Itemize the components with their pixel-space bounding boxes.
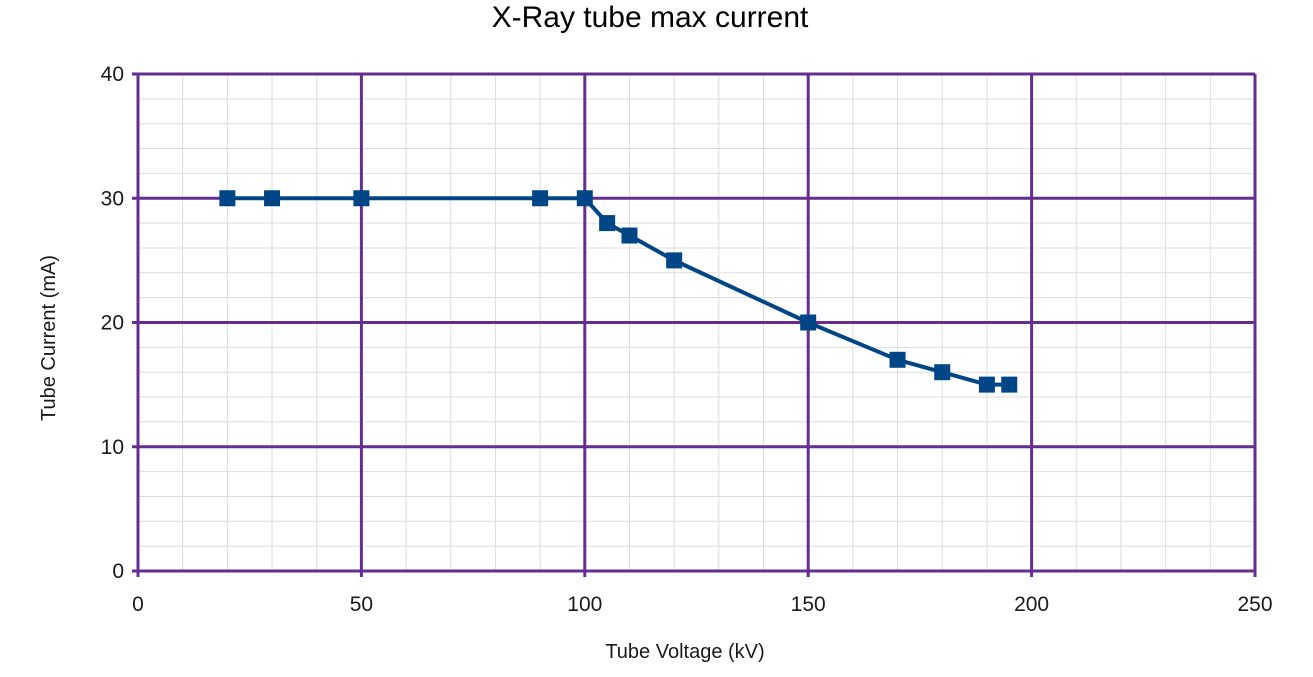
x-tick-label: 250 xyxy=(1237,593,1272,616)
data-point-marker xyxy=(576,190,593,207)
y-tick-label: 10 xyxy=(101,436,124,459)
y-tick-label: 40 xyxy=(101,63,124,86)
data-point-marker xyxy=(353,190,370,207)
x-axis-label: Tube Voltage (kV) xyxy=(605,641,764,663)
data-point-marker xyxy=(532,190,549,207)
data-point-marker xyxy=(599,215,616,232)
x-tick-label: 0 xyxy=(132,593,144,616)
data-point-marker xyxy=(889,351,906,368)
y-tick-label: 20 xyxy=(101,312,124,335)
data-point-marker xyxy=(800,314,817,331)
y-tick-label: 0 xyxy=(112,560,124,583)
x-tick-label: 50 xyxy=(350,593,373,616)
chart-title: X-Ray tube max current xyxy=(492,1,809,34)
data-point-marker xyxy=(264,190,281,207)
y-tick-labels: 0 10 20 30 40 xyxy=(101,63,124,583)
x-tick-label: 150 xyxy=(791,593,826,616)
x-tick-label: 100 xyxy=(567,593,602,616)
data-point-marker xyxy=(1001,376,1018,393)
major-grid xyxy=(132,72,1257,577)
x-tick-labels: 0 50 100 150 200 250 xyxy=(132,593,1272,616)
data-point-marker xyxy=(978,376,995,393)
x-tick-label: 200 xyxy=(1014,593,1049,616)
data-point-marker xyxy=(621,227,638,244)
y-axis-label: Tube Current (mA) xyxy=(38,255,60,421)
data-point-marker xyxy=(934,364,951,381)
series-layer xyxy=(219,190,1018,393)
y-tick-label: 30 xyxy=(101,187,124,210)
data-point-marker xyxy=(219,190,236,207)
data-point-marker xyxy=(666,252,683,269)
